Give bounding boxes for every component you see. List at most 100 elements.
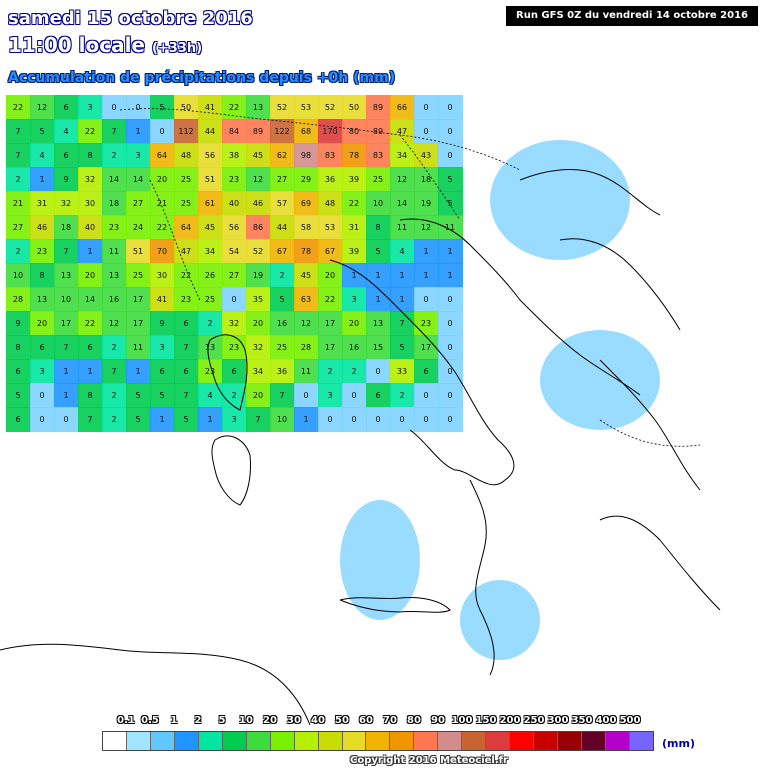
precip-value: 1 — [39, 175, 44, 184]
precip-value: 23 — [205, 367, 215, 376]
precip-cell — [366, 191, 391, 216]
precip-value: 30 — [157, 271, 167, 280]
legend-swatch — [414, 732, 439, 750]
precip-value: 69 — [301, 199, 311, 208]
precip-value: 17 — [133, 295, 143, 304]
precip-cell — [246, 263, 271, 288]
precip-cell — [102, 239, 127, 264]
precip-cell — [390, 263, 415, 288]
precip-cell — [150, 215, 175, 240]
precip-value: 7 — [87, 415, 92, 424]
precip-cell — [30, 407, 55, 432]
precip-cell — [414, 311, 439, 336]
precip-cell — [366, 335, 391, 360]
legend-unit: (mm) — [662, 737, 695, 750]
precip-cell — [246, 335, 271, 360]
precip-value: 1 — [423, 247, 428, 256]
precip-cell — [294, 407, 319, 432]
precip-cell — [78, 95, 103, 120]
precip-area — [540, 330, 660, 430]
precip-value: 41 — [157, 295, 167, 304]
legend-swatch — [318, 732, 343, 750]
precip-value: 8 — [87, 151, 92, 160]
legend-tick: 30 — [287, 715, 301, 726]
legend-swatch — [390, 732, 415, 750]
precip-cell — [222, 239, 247, 264]
precip-cell — [246, 215, 271, 240]
precip-cell — [342, 239, 367, 264]
precip-value: 8 — [15, 343, 20, 352]
precip-cell — [126, 335, 151, 360]
precip-value: 9 — [15, 319, 20, 328]
precip-value: 11 — [397, 223, 407, 232]
precip-cell — [390, 239, 415, 264]
precip-cell — [102, 335, 127, 360]
precip-cell — [246, 167, 271, 192]
precip-value: 11 — [109, 247, 119, 256]
precip-value: 83 — [373, 151, 383, 160]
legend-swatch — [462, 732, 487, 750]
precip-value: 31 — [37, 199, 47, 208]
precip-value: 1 — [63, 391, 68, 400]
precip-cell — [126, 359, 151, 384]
precip-cell — [198, 287, 223, 312]
forecast-hour: 11:00 locale (+33h) — [8, 33, 202, 57]
precip-cell — [150, 311, 175, 336]
precip-cell — [102, 215, 127, 240]
precip-value: 57 — [277, 199, 287, 208]
precip-cell — [390, 167, 415, 192]
precip-value: 17 — [133, 319, 143, 328]
precip-value: 6 — [423, 367, 428, 376]
precip-cell — [198, 407, 223, 432]
precip-value: 1 — [135, 127, 140, 136]
legend-swatch — [534, 732, 559, 750]
precip-value: 78 — [301, 247, 311, 256]
precip-cell — [342, 215, 367, 240]
precip-cell — [342, 167, 367, 192]
precip-cell — [150, 95, 175, 120]
precip-cell — [78, 311, 103, 336]
precip-value: 64 — [157, 151, 167, 160]
precip-value: 1 — [135, 367, 140, 376]
precip-value: 84 — [229, 127, 239, 136]
precip-value: 1 — [159, 415, 164, 424]
precip-cell — [6, 119, 31, 144]
precip-value: 13 — [109, 271, 119, 280]
precip-cell — [6, 167, 31, 192]
precip-value: 30 — [85, 199, 95, 208]
precip-cell — [438, 119, 463, 144]
precip-value: 41 — [205, 103, 215, 112]
precip-value: 3 — [327, 391, 332, 400]
precip-value: 17 — [325, 319, 335, 328]
precip-value: 20 — [325, 271, 335, 280]
precip-value: 66 — [397, 103, 407, 112]
precip-cell — [414, 359, 439, 384]
precip-value: 2 — [327, 367, 332, 376]
precip-cell — [78, 239, 103, 264]
precip-value: 52 — [277, 103, 287, 112]
precip-cell — [54, 167, 79, 192]
legend-swatch — [606, 732, 630, 750]
precip-value: 32 — [253, 343, 263, 352]
precip-cell — [174, 407, 199, 432]
precip-cell — [126, 215, 151, 240]
precip-value: 62 — [277, 151, 287, 160]
precip-value: 52 — [253, 247, 263, 256]
precip-value: 89 — [373, 127, 383, 136]
precip-value: 22 — [85, 127, 95, 136]
precip-area — [340, 500, 420, 620]
precip-cell — [390, 407, 415, 432]
legend-tick: 350 — [571, 715, 593, 726]
precip-cell — [294, 119, 319, 144]
precip-cell — [150, 119, 175, 144]
precip-value: 3 — [135, 151, 140, 160]
precip-value: 0 — [231, 295, 236, 304]
precip-cell — [198, 359, 223, 384]
precip-cell — [150, 239, 175, 264]
precip-value: 16 — [109, 295, 119, 304]
precip-cell — [246, 119, 271, 144]
precip-value: 1 — [399, 295, 404, 304]
precip-cell — [246, 143, 271, 168]
precip-cell — [6, 95, 31, 120]
